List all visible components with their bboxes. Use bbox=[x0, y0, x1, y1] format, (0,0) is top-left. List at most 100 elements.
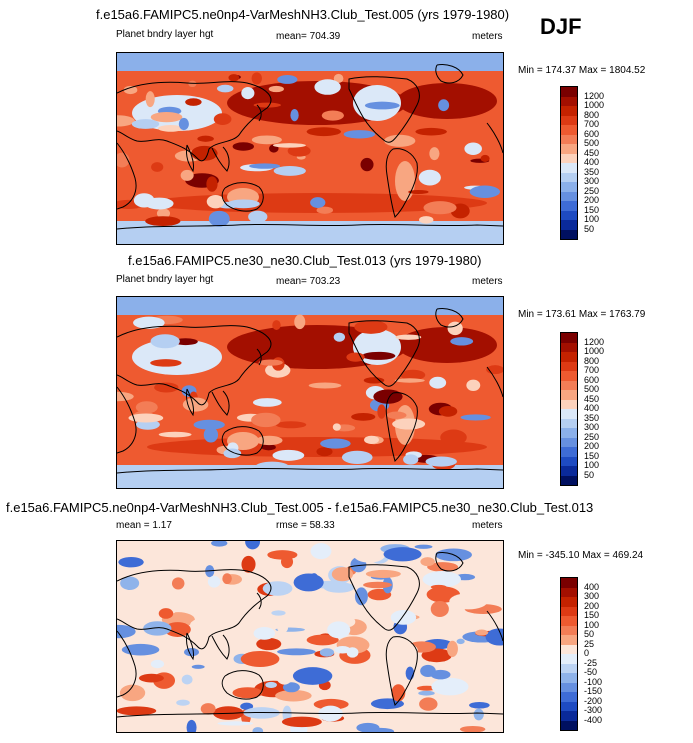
difference-patch bbox=[265, 681, 277, 689]
panel2-minmax: Min = 173.61 Max = 1763.79 bbox=[518, 309, 646, 320]
colorbar-tick-label: 350 bbox=[584, 412, 600, 423]
difference-patch bbox=[240, 702, 254, 711]
contour-patch bbox=[128, 413, 164, 423]
panel1-mean: mean= 704.39 bbox=[276, 31, 341, 42]
contour-patch bbox=[277, 75, 298, 84]
coastline bbox=[385, 392, 418, 462]
coastline bbox=[117, 81, 272, 162]
difference-patch bbox=[158, 608, 174, 619]
contour-patch bbox=[150, 334, 180, 349]
difference-patch bbox=[446, 640, 458, 658]
colorbar-swatch bbox=[561, 625, 577, 635]
colorbar-swatch bbox=[561, 654, 577, 664]
coastline bbox=[211, 146, 230, 172]
difference-patch bbox=[419, 697, 438, 711]
colorbar-swatch bbox=[561, 163, 577, 173]
colorbar-tick-label: 700 bbox=[584, 119, 600, 129]
coastline bbox=[486, 366, 503, 398]
contour-patch bbox=[394, 378, 425, 383]
contour-patch bbox=[440, 429, 467, 446]
difference-patch bbox=[334, 645, 351, 654]
contour-patch bbox=[258, 359, 283, 366]
difference-patch bbox=[292, 667, 333, 685]
contour-patch bbox=[203, 426, 219, 443]
panel2-title: f.e15a6.FAMIPC5.ne30_ne30.Club_Test.013 … bbox=[128, 253, 482, 268]
contour-patch bbox=[464, 142, 482, 155]
contour-patch bbox=[135, 401, 158, 414]
contour-patch bbox=[384, 134, 416, 147]
colorbar-tick-label: 800 bbox=[584, 109, 600, 120]
difference-patch bbox=[121, 643, 160, 656]
difference-patch bbox=[143, 621, 172, 636]
coastline bbox=[435, 308, 464, 328]
contour-patch bbox=[251, 412, 281, 428]
coastline bbox=[221, 670, 264, 700]
difference-patch bbox=[277, 648, 316, 656]
difference-patch bbox=[456, 638, 465, 645]
panel1-minmax: Min = 174.37 Max = 1804.52 bbox=[518, 65, 646, 76]
colorbar-swatch bbox=[561, 456, 577, 466]
colorbar-tick-label: -25 bbox=[584, 657, 598, 668]
difference-patch bbox=[449, 593, 488, 610]
panel1-colorbar bbox=[560, 86, 578, 240]
contour-patch bbox=[197, 135, 214, 142]
storm-track-atlantic bbox=[397, 327, 497, 363]
colorbar-swatch bbox=[561, 663, 577, 673]
contour-patch bbox=[272, 320, 281, 330]
coastline bbox=[117, 386, 137, 454]
polar-band-south bbox=[117, 221, 503, 244]
panel3-minmax: Min = -345.10 Max = 469.24 bbox=[518, 550, 644, 561]
contour-patch bbox=[255, 435, 283, 446]
contour-patch bbox=[154, 382, 179, 393]
contour-patch bbox=[480, 154, 490, 162]
contour-patch bbox=[185, 98, 202, 106]
contour-patch bbox=[429, 147, 440, 161]
colorbar-swatch bbox=[561, 711, 577, 721]
difference-patch bbox=[138, 673, 164, 683]
difference-patch bbox=[430, 584, 447, 590]
difference-patch bbox=[473, 708, 484, 721]
colorbar-swatch bbox=[561, 125, 577, 135]
difference-patch bbox=[427, 562, 459, 572]
difference-patch bbox=[117, 541, 137, 549]
panel3-mean: mean = 1.17 bbox=[116, 520, 172, 531]
colorbar-tick-label: 500 bbox=[584, 384, 600, 394]
contour-patch bbox=[255, 461, 289, 472]
difference-patch bbox=[365, 569, 401, 578]
colorbar-tick-label: 600 bbox=[584, 128, 600, 139]
difference-patch bbox=[484, 704, 503, 711]
difference-patch bbox=[422, 571, 462, 588]
colorbar-swatch bbox=[561, 399, 577, 409]
contour-patch bbox=[180, 169, 194, 181]
contour-patch bbox=[158, 431, 192, 438]
difference-patch bbox=[191, 664, 205, 669]
contour-patch bbox=[117, 391, 134, 402]
difference-patch bbox=[271, 610, 286, 616]
difference-patch bbox=[222, 573, 232, 585]
colorbar-swatch bbox=[561, 144, 577, 154]
panel2-units: meters bbox=[472, 276, 503, 287]
colorbar-swatch bbox=[561, 380, 577, 390]
contour-patch bbox=[429, 376, 447, 389]
difference-patch bbox=[387, 654, 420, 660]
panel3-colorbar bbox=[560, 577, 578, 731]
contour-patch bbox=[156, 208, 171, 219]
contour-patch bbox=[251, 72, 262, 85]
colorbar-swatch bbox=[561, 342, 577, 352]
contour-patch bbox=[364, 101, 400, 110]
difference-patch bbox=[256, 637, 282, 651]
southern-ocean-band bbox=[147, 437, 487, 457]
contour-patch bbox=[341, 450, 373, 464]
colorbar-swatch bbox=[561, 390, 577, 400]
difference-patch bbox=[459, 725, 486, 732]
colorbar-tick-label: 350 bbox=[584, 166, 600, 177]
contour-patch bbox=[403, 454, 419, 465]
colorbar-swatch bbox=[561, 220, 577, 230]
contour-patch bbox=[273, 165, 306, 176]
difference-patch bbox=[327, 621, 351, 639]
panel1-contour-field bbox=[117, 53, 503, 244]
difference-patch bbox=[207, 575, 221, 588]
colorbar-swatch bbox=[561, 635, 577, 645]
colorbar-swatch bbox=[561, 87, 577, 97]
contour-patch bbox=[191, 145, 218, 161]
